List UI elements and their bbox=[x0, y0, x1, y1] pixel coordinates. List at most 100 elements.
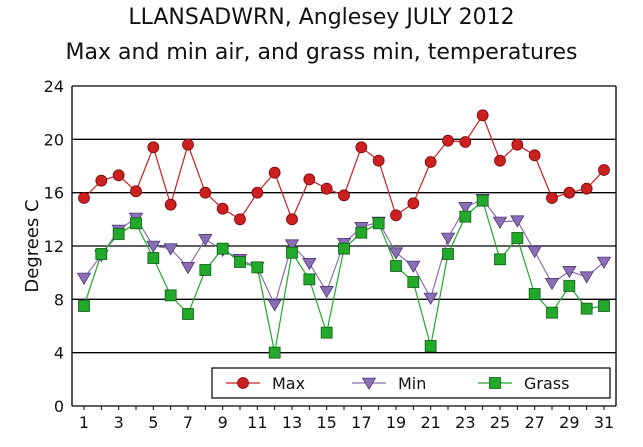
x-tick-label: 13 bbox=[282, 413, 302, 432]
point-min bbox=[146, 240, 161, 253]
point-grass bbox=[580, 302, 593, 315]
point-grass bbox=[216, 242, 229, 255]
point-max bbox=[130, 185, 142, 198]
point-grass bbox=[442, 248, 454, 260]
series-lines bbox=[83, 114, 605, 353]
point-max bbox=[546, 192, 558, 204]
point-max bbox=[476, 109, 489, 122]
legend-label-grass: Grass bbox=[524, 374, 569, 393]
x-tick-label: 25 bbox=[490, 413, 510, 432]
point-max bbox=[442, 134, 454, 147]
x-tick-label: 7 bbox=[183, 413, 193, 432]
point-max bbox=[164, 198, 177, 211]
point-grass bbox=[546, 306, 558, 319]
point-grass bbox=[130, 217, 142, 230]
x-tick-label: 23 bbox=[455, 413, 475, 432]
point-min bbox=[406, 260, 421, 273]
point-grass bbox=[95, 248, 108, 260]
point-max bbox=[355, 141, 368, 154]
x-tick-label: 31 bbox=[594, 413, 614, 432]
x-tick-label: 15 bbox=[316, 413, 336, 432]
point-min bbox=[319, 286, 334, 299]
series-markers bbox=[76, 109, 612, 359]
x-tick-label: 29 bbox=[559, 413, 579, 432]
point-max bbox=[268, 166, 281, 179]
point-min bbox=[579, 271, 594, 284]
point-grass bbox=[112, 228, 125, 240]
point-grass bbox=[598, 300, 610, 312]
point-max bbox=[598, 164, 610, 176]
point-min bbox=[163, 243, 178, 256]
point-min bbox=[423, 292, 438, 305]
point-max bbox=[112, 169, 125, 182]
x-tick-label: 9 bbox=[218, 413, 228, 432]
point-min bbox=[388, 247, 404, 260]
point-min bbox=[492, 216, 508, 229]
point-min bbox=[458, 202, 473, 215]
legend-marker-max bbox=[237, 377, 249, 389]
point-min bbox=[76, 272, 92, 285]
point-min bbox=[180, 262, 196, 275]
point-max bbox=[303, 173, 316, 186]
x-tick-label: 1 bbox=[79, 413, 89, 432]
point-grass bbox=[182, 308, 194, 320]
legend-marker-min bbox=[361, 377, 377, 390]
point-max bbox=[580, 182, 593, 195]
y-tick-label: 16 bbox=[44, 184, 64, 203]
legend-label-max: Max bbox=[272, 374, 305, 393]
point-grass bbox=[251, 261, 264, 274]
chart-title: LLANSADWRN, Anglesey JULY 2012 bbox=[128, 5, 515, 30]
point-grass bbox=[78, 300, 90, 312]
point-grass bbox=[286, 246, 298, 259]
axes bbox=[71, 86, 617, 410]
point-min bbox=[440, 232, 456, 245]
point-max bbox=[494, 154, 506, 167]
series-line-grass bbox=[83, 199, 605, 353]
point-max bbox=[407, 197, 420, 210]
x-tick-label: 21 bbox=[420, 413, 440, 432]
point-min bbox=[510, 215, 525, 228]
point-max bbox=[78, 192, 90, 204]
chart-subtitle: Max and min air, and grass min, temperat… bbox=[65, 40, 578, 65]
point-max bbox=[95, 174, 108, 187]
point-grass bbox=[355, 226, 368, 239]
point-min bbox=[544, 278, 560, 291]
y-tick-label: 4 bbox=[54, 344, 64, 363]
point-grass bbox=[407, 276, 420, 288]
point-grass bbox=[372, 217, 385, 230]
point-max bbox=[390, 209, 402, 222]
y-tick-label: 20 bbox=[44, 130, 64, 149]
point-grass bbox=[511, 232, 524, 244]
point-max bbox=[286, 213, 298, 226]
grid-lines bbox=[72, 85, 616, 354]
point-grass bbox=[528, 288, 541, 300]
point-grass bbox=[147, 252, 160, 264]
point-grass bbox=[234, 256, 246, 268]
point-max bbox=[147, 141, 160, 154]
point-min bbox=[527, 246, 542, 259]
point-max bbox=[182, 138, 194, 151]
x-tick-label: 11 bbox=[247, 413, 267, 432]
point-max bbox=[563, 186, 576, 199]
legend-label-min: Min bbox=[398, 374, 426, 393]
y-tick-label: 0 bbox=[54, 397, 64, 416]
point-grass bbox=[338, 242, 350, 255]
point-grass bbox=[476, 194, 489, 207]
point-grass bbox=[424, 340, 437, 352]
point-min bbox=[267, 299, 282, 312]
point-grass bbox=[164, 289, 177, 302]
point-max bbox=[320, 182, 333, 195]
x-tick-label: 3 bbox=[114, 413, 124, 432]
point-max bbox=[511, 138, 524, 151]
series-line-max bbox=[83, 114, 605, 221]
point-min bbox=[198, 234, 213, 247]
legend: Max Min Grass bbox=[211, 367, 611, 399]
x-tick-label: 17 bbox=[351, 413, 371, 432]
point-grass bbox=[199, 264, 212, 276]
point-grass bbox=[494, 253, 506, 266]
point-min bbox=[562, 266, 577, 279]
y-axis-label: Degrees C bbox=[22, 199, 43, 292]
legend-marker-grass bbox=[489, 377, 501, 389]
